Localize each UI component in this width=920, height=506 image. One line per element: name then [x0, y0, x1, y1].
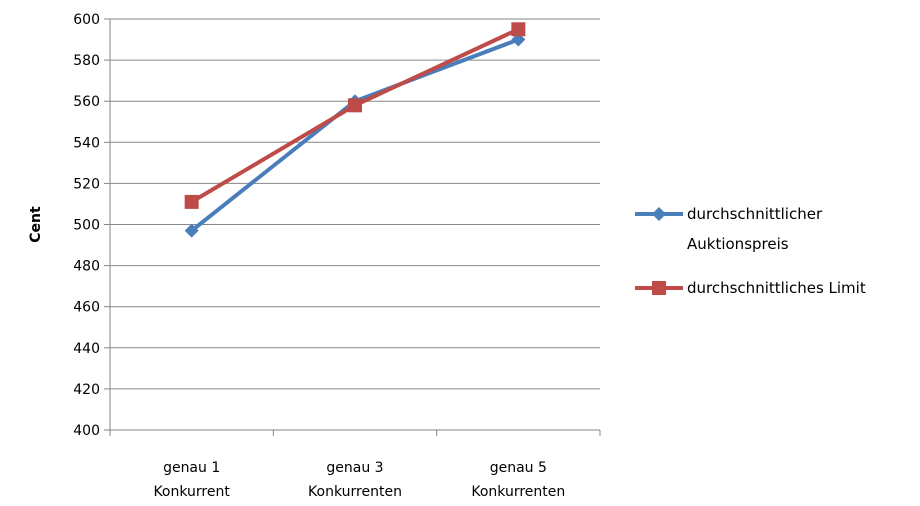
legend: durchschnittlicher Auktionspreis durchschn…	[635, 205, 866, 297]
y-tick-label: 600	[73, 12, 100, 28]
y-axis-tick-labels: 400 420 440 460 480 500 520 540 560 580 600	[73, 12, 100, 439]
legend-label: durchschnittlicher Auktionspreis	[687, 205, 823, 253]
x-tick-label: genau 3 Konkurrenten	[308, 460, 402, 500]
series-2	[184, 22, 526, 209]
x-tick-label: genau 1 Konkurrent	[153, 460, 230, 500]
y-tick-label: 400	[73, 423, 100, 439]
y-tick-label: 560	[73, 94, 100, 110]
y-tick-label: 420	[73, 382, 100, 398]
data-point-square	[511, 22, 526, 37]
x-tick-label: genau 5 Konkurrenten	[471, 460, 565, 500]
legend-entry-2: durchschnittliches Limit	[635, 279, 866, 297]
gridlines	[110, 18, 600, 431]
axes	[104, 18, 601, 436]
data-point-square	[348, 98, 362, 113]
series-line	[190, 27, 520, 204]
series-line	[190, 37, 520, 233]
y-tick-label: 440	[73, 341, 100, 357]
legend-marker	[652, 207, 666, 221]
data-point-diamond	[184, 223, 199, 238]
y-tick-label: 480	[73, 259, 100, 275]
legend-label: durchschnittliches Limit	[687, 279, 866, 297]
y-axis-label: Cent	[28, 206, 44, 243]
x-axis-tick-labels: genau 1 Konkurrent genau 3 Konkurrenten gena…	[153, 460, 565, 500]
y-tick-label: 520	[73, 176, 100, 192]
data-point-square	[184, 194, 199, 209]
legend-entry-1: durchschnittlicher Auktionspreis	[635, 205, 823, 253]
series-1	[184, 32, 526, 238]
y-tick-label: 500	[73, 218, 100, 234]
y-tick-label: 540	[73, 135, 100, 151]
y-tick-label: 460	[73, 300, 100, 316]
legend-marker	[652, 281, 666, 295]
series-layer	[184, 22, 526, 238]
y-tick-label: 580	[73, 53, 100, 69]
